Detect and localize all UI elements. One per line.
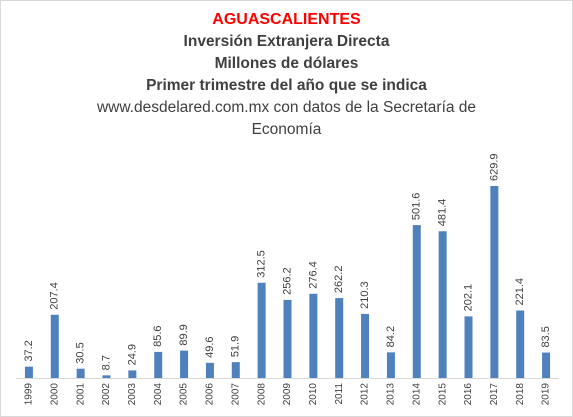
bar xyxy=(205,362,214,378)
bar xyxy=(309,293,318,378)
x-tick-label: 2015 xyxy=(437,383,448,406)
bar xyxy=(283,299,292,378)
bar xyxy=(464,316,473,378)
data-label: 202.1 xyxy=(462,284,474,312)
bar xyxy=(257,282,266,378)
x-tick-label: 2006 xyxy=(205,383,216,406)
data-label: 83.5 xyxy=(540,326,552,347)
x-tick-label: 2013 xyxy=(386,383,397,406)
x-tick-label: 2010 xyxy=(308,383,319,406)
data-label: 256.2 xyxy=(281,267,293,295)
chart-source: www.desdelared.com.mx con datos de la Se… xyxy=(96,99,477,138)
x-tick-label: 2004 xyxy=(153,383,164,406)
x-tick-label: 2005 xyxy=(179,383,190,406)
x-tick-label: 2018 xyxy=(515,383,526,406)
data-label: 85.6 xyxy=(152,325,164,346)
x-tick-label: 2009 xyxy=(282,383,293,406)
chart-subtitle: Inversión Extranjera Directa xyxy=(183,33,390,50)
bar xyxy=(335,298,344,378)
chart-subtitle: Millones de dólares xyxy=(214,55,359,72)
bar xyxy=(361,313,370,378)
bar xyxy=(180,350,189,378)
data-label: 24.9 xyxy=(126,344,138,365)
data-label: 207.4 xyxy=(49,282,61,310)
data-label: 84.2 xyxy=(385,326,397,347)
bar xyxy=(154,351,163,378)
bar xyxy=(50,314,59,378)
data-label: 262.2 xyxy=(333,266,345,294)
x-tick-label: 2007 xyxy=(230,383,241,406)
bar xyxy=(412,225,421,378)
data-label: 37.2 xyxy=(23,340,35,361)
bar xyxy=(516,310,525,378)
data-label: 8.7 xyxy=(100,355,112,370)
x-tick-label: 2016 xyxy=(463,383,474,406)
chart-header: AGUASCALIENTES Inversión Extranjera Dire… xyxy=(1,9,572,141)
bar xyxy=(231,362,240,378)
x-tick-label: 2002 xyxy=(101,383,112,406)
data-label: 276.4 xyxy=(307,261,319,289)
bar xyxy=(542,352,551,378)
data-label: 89.9 xyxy=(178,324,190,345)
x-tick-label: 2011 xyxy=(334,383,345,405)
x-tick-label: 2003 xyxy=(127,383,138,406)
data-label: 629.9 xyxy=(488,153,500,181)
chart-title: AGUASCALIENTES xyxy=(212,11,361,28)
bar xyxy=(76,368,85,378)
x-tick-label: 2019 xyxy=(541,383,552,406)
data-label: 501.6 xyxy=(411,193,423,221)
data-label: 210.3 xyxy=(359,281,371,309)
bar xyxy=(386,352,395,378)
bar xyxy=(102,375,111,378)
bar xyxy=(24,366,33,378)
x-tick-label: 2008 xyxy=(256,383,267,406)
data-label: 51.9 xyxy=(230,336,242,357)
chart-subtitle: Primer trimestre del año que se indica xyxy=(146,77,427,94)
x-tick-label: 2014 xyxy=(411,383,422,406)
x-tick-label: 1999 xyxy=(24,383,35,406)
bar xyxy=(438,231,447,378)
x-tick-label: 2012 xyxy=(360,383,371,406)
data-label: 481.4 xyxy=(437,199,449,227)
data-label: 49.6 xyxy=(204,336,216,357)
data-label: 312.5 xyxy=(256,250,268,278)
data-label: 30.5 xyxy=(75,342,87,363)
data-label: 221.4 xyxy=(514,278,526,306)
x-tick-label: 2001 xyxy=(75,383,86,406)
x-tick-label: 2017 xyxy=(489,383,500,406)
bar xyxy=(490,186,499,378)
x-tick-label: 2000 xyxy=(49,383,60,406)
bar xyxy=(128,370,137,378)
